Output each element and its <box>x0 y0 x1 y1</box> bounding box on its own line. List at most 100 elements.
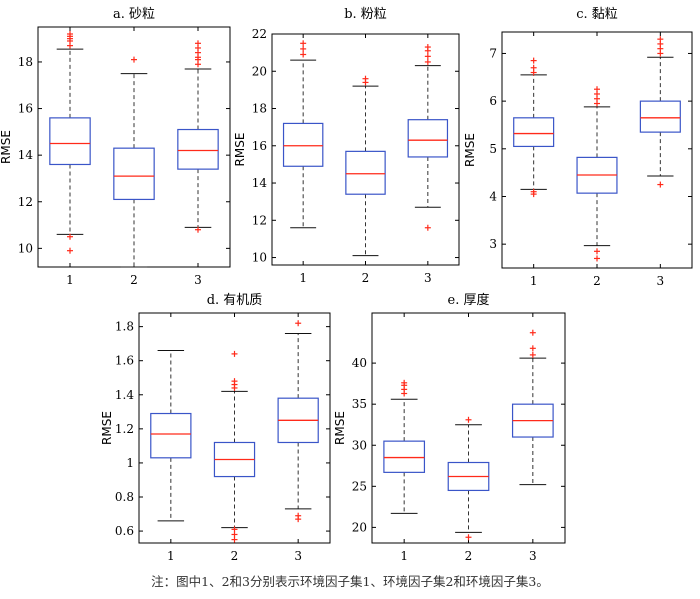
outlier-point <box>295 320 302 327</box>
y-tick-label: 30 <box>352 438 367 452</box>
box-3 <box>511 329 554 486</box>
box-3 <box>277 320 319 523</box>
outlier-point <box>594 248 600 255</box>
outlier-point <box>67 30 73 37</box>
outlier-point <box>657 36 664 43</box>
iqr-box <box>407 119 449 158</box>
outlier-point <box>424 58 431 65</box>
outlier-point <box>362 75 369 82</box>
box-3 <box>639 36 681 188</box>
y-tick-label: 1.4 <box>115 388 134 402</box>
outlier-point <box>424 53 431 60</box>
y-tick-label: 14 <box>252 176 268 190</box>
y-tick-label: 1.2 <box>115 422 134 436</box>
y-tick-label: 35 <box>352 397 367 411</box>
outlier-point <box>67 233 73 240</box>
box-1 <box>49 30 91 254</box>
outlier-point <box>300 40 307 47</box>
y-tick-label: 7 <box>489 46 497 60</box>
x-tick-label: 1 <box>167 549 175 563</box>
chart-panel-3: c. 黏粒 RMSE 3 4 5 6 7 1 2 3 <box>463 6 693 288</box>
outlier-point <box>465 416 472 423</box>
y-axis-label: RMSE <box>0 130 13 164</box>
outlier-point <box>594 255 600 262</box>
figure-note: 注：图中1、2和3分别表示环境因子集1、环境因子集2和环境因子集3。 <box>151 574 549 589</box>
y-axis-label: RMSE <box>463 133 477 167</box>
y-tick-label: 20 <box>252 64 267 78</box>
iqr-box <box>49 117 91 166</box>
outlier-point <box>594 86 600 93</box>
iqr-box <box>513 117 555 148</box>
y-tick-label: 5 <box>489 142 497 156</box>
y-tick-label: 1.8 <box>115 320 134 334</box>
chart-title: d. 有机质 <box>207 293 263 308</box>
y-tick-label: 4 <box>489 189 497 203</box>
y-tick-label: 16 <box>18 102 33 116</box>
iqr-box <box>383 440 426 473</box>
plot-frame <box>371 312 566 544</box>
y-tick-label: 14 <box>18 148 34 162</box>
y-tick-label: 40 <box>352 356 367 370</box>
y-tick-label: 0.8 <box>115 490 134 504</box>
x-tick-label: 3 <box>294 549 302 563</box>
x-tick-label: 2 <box>362 271 370 285</box>
iqr-box <box>639 100 681 133</box>
outlier-point <box>300 45 307 52</box>
outlier-point <box>295 512 302 519</box>
chart-title: a. 砂粒 <box>113 7 155 22</box>
y-tick-label: 0.6 <box>115 524 134 538</box>
iqr-box <box>282 122 324 167</box>
box-2 <box>113 56 155 268</box>
y-tick-label: 1.6 <box>115 354 134 368</box>
y-tick-label: 25 <box>352 479 367 493</box>
y-tick-label: 3 <box>489 237 497 251</box>
outlier-point <box>195 40 201 47</box>
x-tick-label: 2 <box>130 273 138 287</box>
outlier-point <box>529 329 536 336</box>
y-tick-label: 1 <box>126 456 134 470</box>
y-axis-label: RMSE <box>233 133 247 167</box>
x-tick-label: 1 <box>530 274 538 288</box>
x-tick-label: 2 <box>231 549 239 563</box>
box-1 <box>383 379 426 514</box>
x-tick-label: 2 <box>593 274 601 288</box>
x-tick-label: 3 <box>529 549 537 563</box>
outlier-point <box>231 531 238 538</box>
chart-panel-5: e. 厚度 RMSE 20 25 30 35 40 1 2 3 <box>333 292 566 563</box>
y-axis-label: RMSE <box>333 411 347 445</box>
box-1 <box>513 57 555 198</box>
x-tick-label: 2 <box>465 549 473 563</box>
y-tick-label: 6 <box>489 94 497 108</box>
y-tick-label: 22 <box>252 27 267 41</box>
chart-panel-4: d. 有机质 RMSE 0.6 0.8 1 1.2 1.4 1.6 1.8 1 2 3 <box>100 293 331 563</box>
outlier-point <box>424 44 431 51</box>
iqr-box <box>345 150 386 195</box>
y-tick-label: 12 <box>18 195 33 209</box>
box-2 <box>345 75 386 257</box>
outlier-point <box>657 181 664 188</box>
outlier-point <box>530 64 537 71</box>
box-3 <box>407 44 449 231</box>
outlier-point <box>300 51 307 58</box>
box-3 <box>177 40 219 233</box>
iqr-box <box>150 412 192 459</box>
y-tick-label: 18 <box>18 55 33 69</box>
box-2 <box>213 350 256 543</box>
chart-title: b. 粉粒 <box>344 7 387 22</box>
chart-title: e. 厚度 <box>448 292 490 308</box>
box-1 <box>282 40 324 229</box>
box-2 <box>576 86 618 262</box>
y-axis-label: RMSE <box>100 411 114 445</box>
chart-title: c. 黏粒 <box>576 6 618 22</box>
box-2 <box>447 416 490 541</box>
outlier-point <box>465 534 472 541</box>
x-tick-label: 3 <box>424 271 432 285</box>
outlier-point <box>424 224 431 231</box>
x-tick-label: 1 <box>400 549 408 563</box>
outlier-point <box>195 226 201 233</box>
outlier-point <box>231 536 238 543</box>
